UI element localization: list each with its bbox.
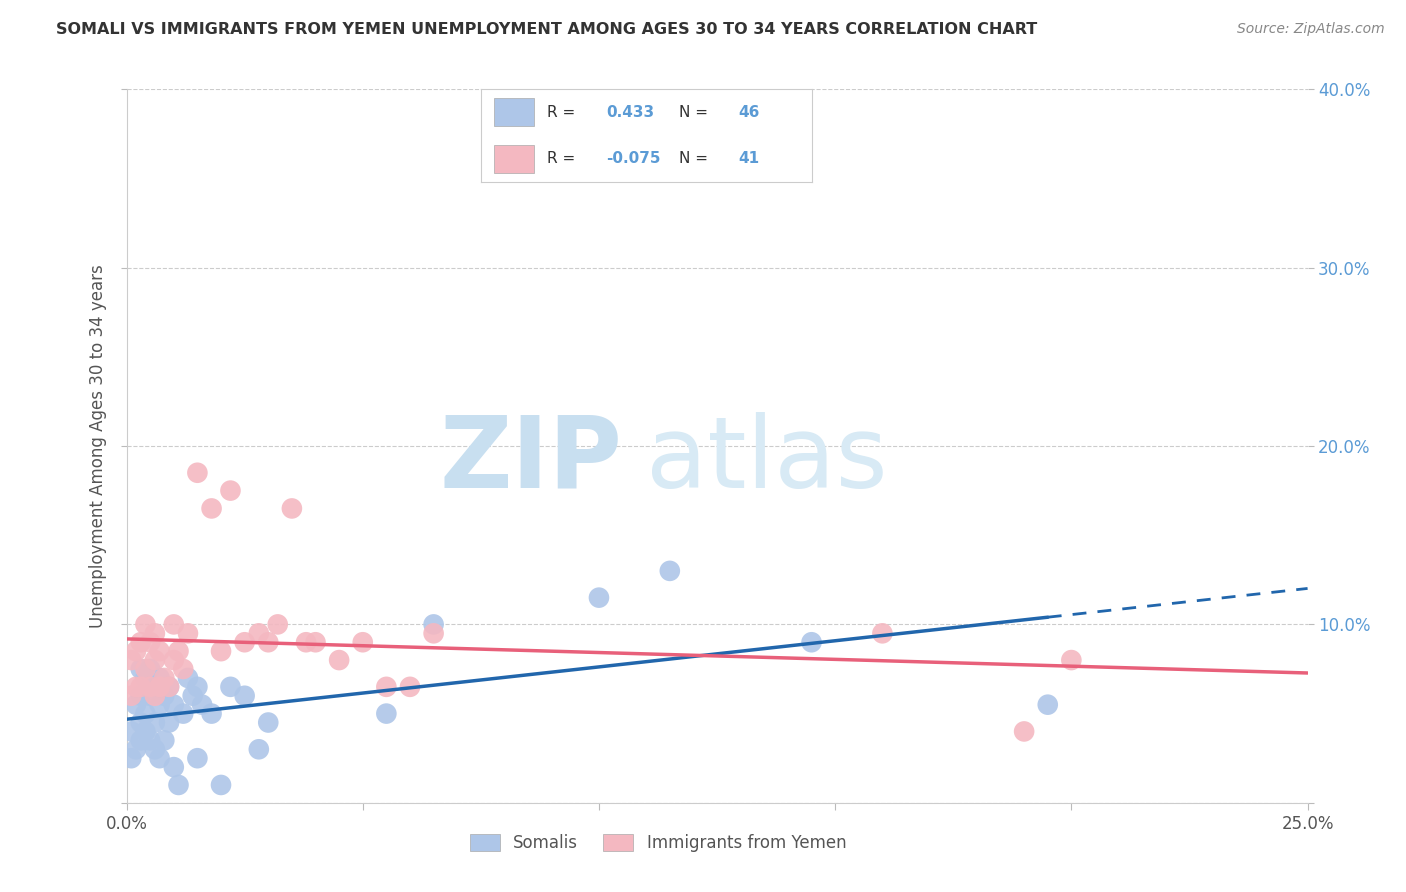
Point bbox=[375, 706, 398, 721]
Point bbox=[143, 680, 166, 694]
Point bbox=[125, 698, 148, 712]
Point bbox=[872, 626, 894, 640]
Point bbox=[172, 706, 194, 721]
Legend: Somalis, Immigrants from Yemen: Somalis, Immigrants from Yemen bbox=[463, 827, 853, 859]
Point bbox=[233, 689, 256, 703]
Point bbox=[139, 680, 162, 694]
Point bbox=[375, 680, 398, 694]
Point bbox=[120, 724, 142, 739]
Point bbox=[167, 778, 190, 792]
Point bbox=[143, 742, 166, 756]
Point bbox=[125, 742, 148, 756]
Point bbox=[149, 698, 172, 712]
Point bbox=[247, 626, 270, 640]
Point bbox=[177, 671, 200, 685]
Point bbox=[352, 635, 374, 649]
Point bbox=[139, 689, 162, 703]
Point bbox=[134, 724, 156, 739]
Point bbox=[1012, 724, 1035, 739]
Point bbox=[153, 689, 176, 703]
Point bbox=[143, 715, 166, 730]
Point bbox=[209, 644, 232, 658]
Point bbox=[219, 483, 242, 498]
Text: ZIP: ZIP bbox=[440, 412, 623, 508]
Point bbox=[134, 662, 156, 676]
Point bbox=[304, 635, 326, 649]
Point bbox=[422, 617, 444, 632]
Point bbox=[233, 635, 256, 649]
Point bbox=[149, 680, 172, 694]
Point bbox=[658, 564, 681, 578]
Point bbox=[209, 778, 232, 792]
Point bbox=[120, 689, 142, 703]
Point bbox=[157, 680, 180, 694]
Point bbox=[295, 635, 318, 649]
Point bbox=[129, 689, 152, 703]
Point bbox=[219, 680, 242, 694]
Text: Source: ZipAtlas.com: Source: ZipAtlas.com bbox=[1237, 22, 1385, 37]
Point bbox=[134, 671, 156, 685]
Point bbox=[149, 671, 172, 685]
Point bbox=[186, 751, 208, 765]
Point bbox=[200, 706, 222, 721]
Point bbox=[143, 689, 166, 703]
Point bbox=[157, 680, 180, 694]
Point bbox=[163, 698, 186, 712]
Point bbox=[163, 653, 186, 667]
Point bbox=[191, 698, 214, 712]
Point bbox=[149, 644, 172, 658]
Point bbox=[281, 501, 304, 516]
Point bbox=[186, 466, 208, 480]
Point bbox=[139, 635, 162, 649]
Y-axis label: Unemployment Among Ages 30 to 34 years: Unemployment Among Ages 30 to 34 years bbox=[89, 264, 107, 628]
Point bbox=[129, 680, 152, 694]
Point bbox=[247, 742, 270, 756]
Point bbox=[143, 626, 166, 640]
Point bbox=[163, 617, 186, 632]
Point bbox=[186, 680, 208, 694]
Point bbox=[129, 715, 152, 730]
Point bbox=[422, 626, 444, 640]
Point bbox=[129, 635, 152, 649]
Point bbox=[257, 635, 280, 649]
Point bbox=[588, 591, 610, 605]
Point bbox=[200, 501, 222, 516]
Point bbox=[125, 680, 148, 694]
Point bbox=[120, 751, 142, 765]
Point bbox=[125, 644, 148, 658]
Point bbox=[149, 751, 172, 765]
Point bbox=[1036, 698, 1059, 712]
Point bbox=[399, 680, 422, 694]
Point bbox=[139, 662, 162, 676]
Point bbox=[328, 653, 350, 667]
Text: atlas: atlas bbox=[647, 412, 887, 508]
Point bbox=[134, 617, 156, 632]
Point bbox=[120, 653, 142, 667]
Point bbox=[139, 733, 162, 747]
Point bbox=[157, 715, 180, 730]
Point bbox=[167, 644, 190, 658]
Point bbox=[1060, 653, 1083, 667]
Point bbox=[153, 733, 176, 747]
Point bbox=[129, 662, 152, 676]
Point bbox=[163, 760, 186, 774]
Point bbox=[181, 689, 204, 703]
Point bbox=[800, 635, 823, 649]
Point bbox=[143, 653, 166, 667]
Point bbox=[134, 706, 156, 721]
Point bbox=[267, 617, 290, 632]
Point bbox=[129, 733, 152, 747]
Point bbox=[139, 680, 162, 694]
Point bbox=[257, 715, 280, 730]
Point bbox=[177, 626, 200, 640]
Point bbox=[172, 662, 194, 676]
Text: SOMALI VS IMMIGRANTS FROM YEMEN UNEMPLOYMENT AMONG AGES 30 TO 34 YEARS CORRELATI: SOMALI VS IMMIGRANTS FROM YEMEN UNEMPLOY… bbox=[56, 22, 1038, 37]
Point bbox=[153, 671, 176, 685]
